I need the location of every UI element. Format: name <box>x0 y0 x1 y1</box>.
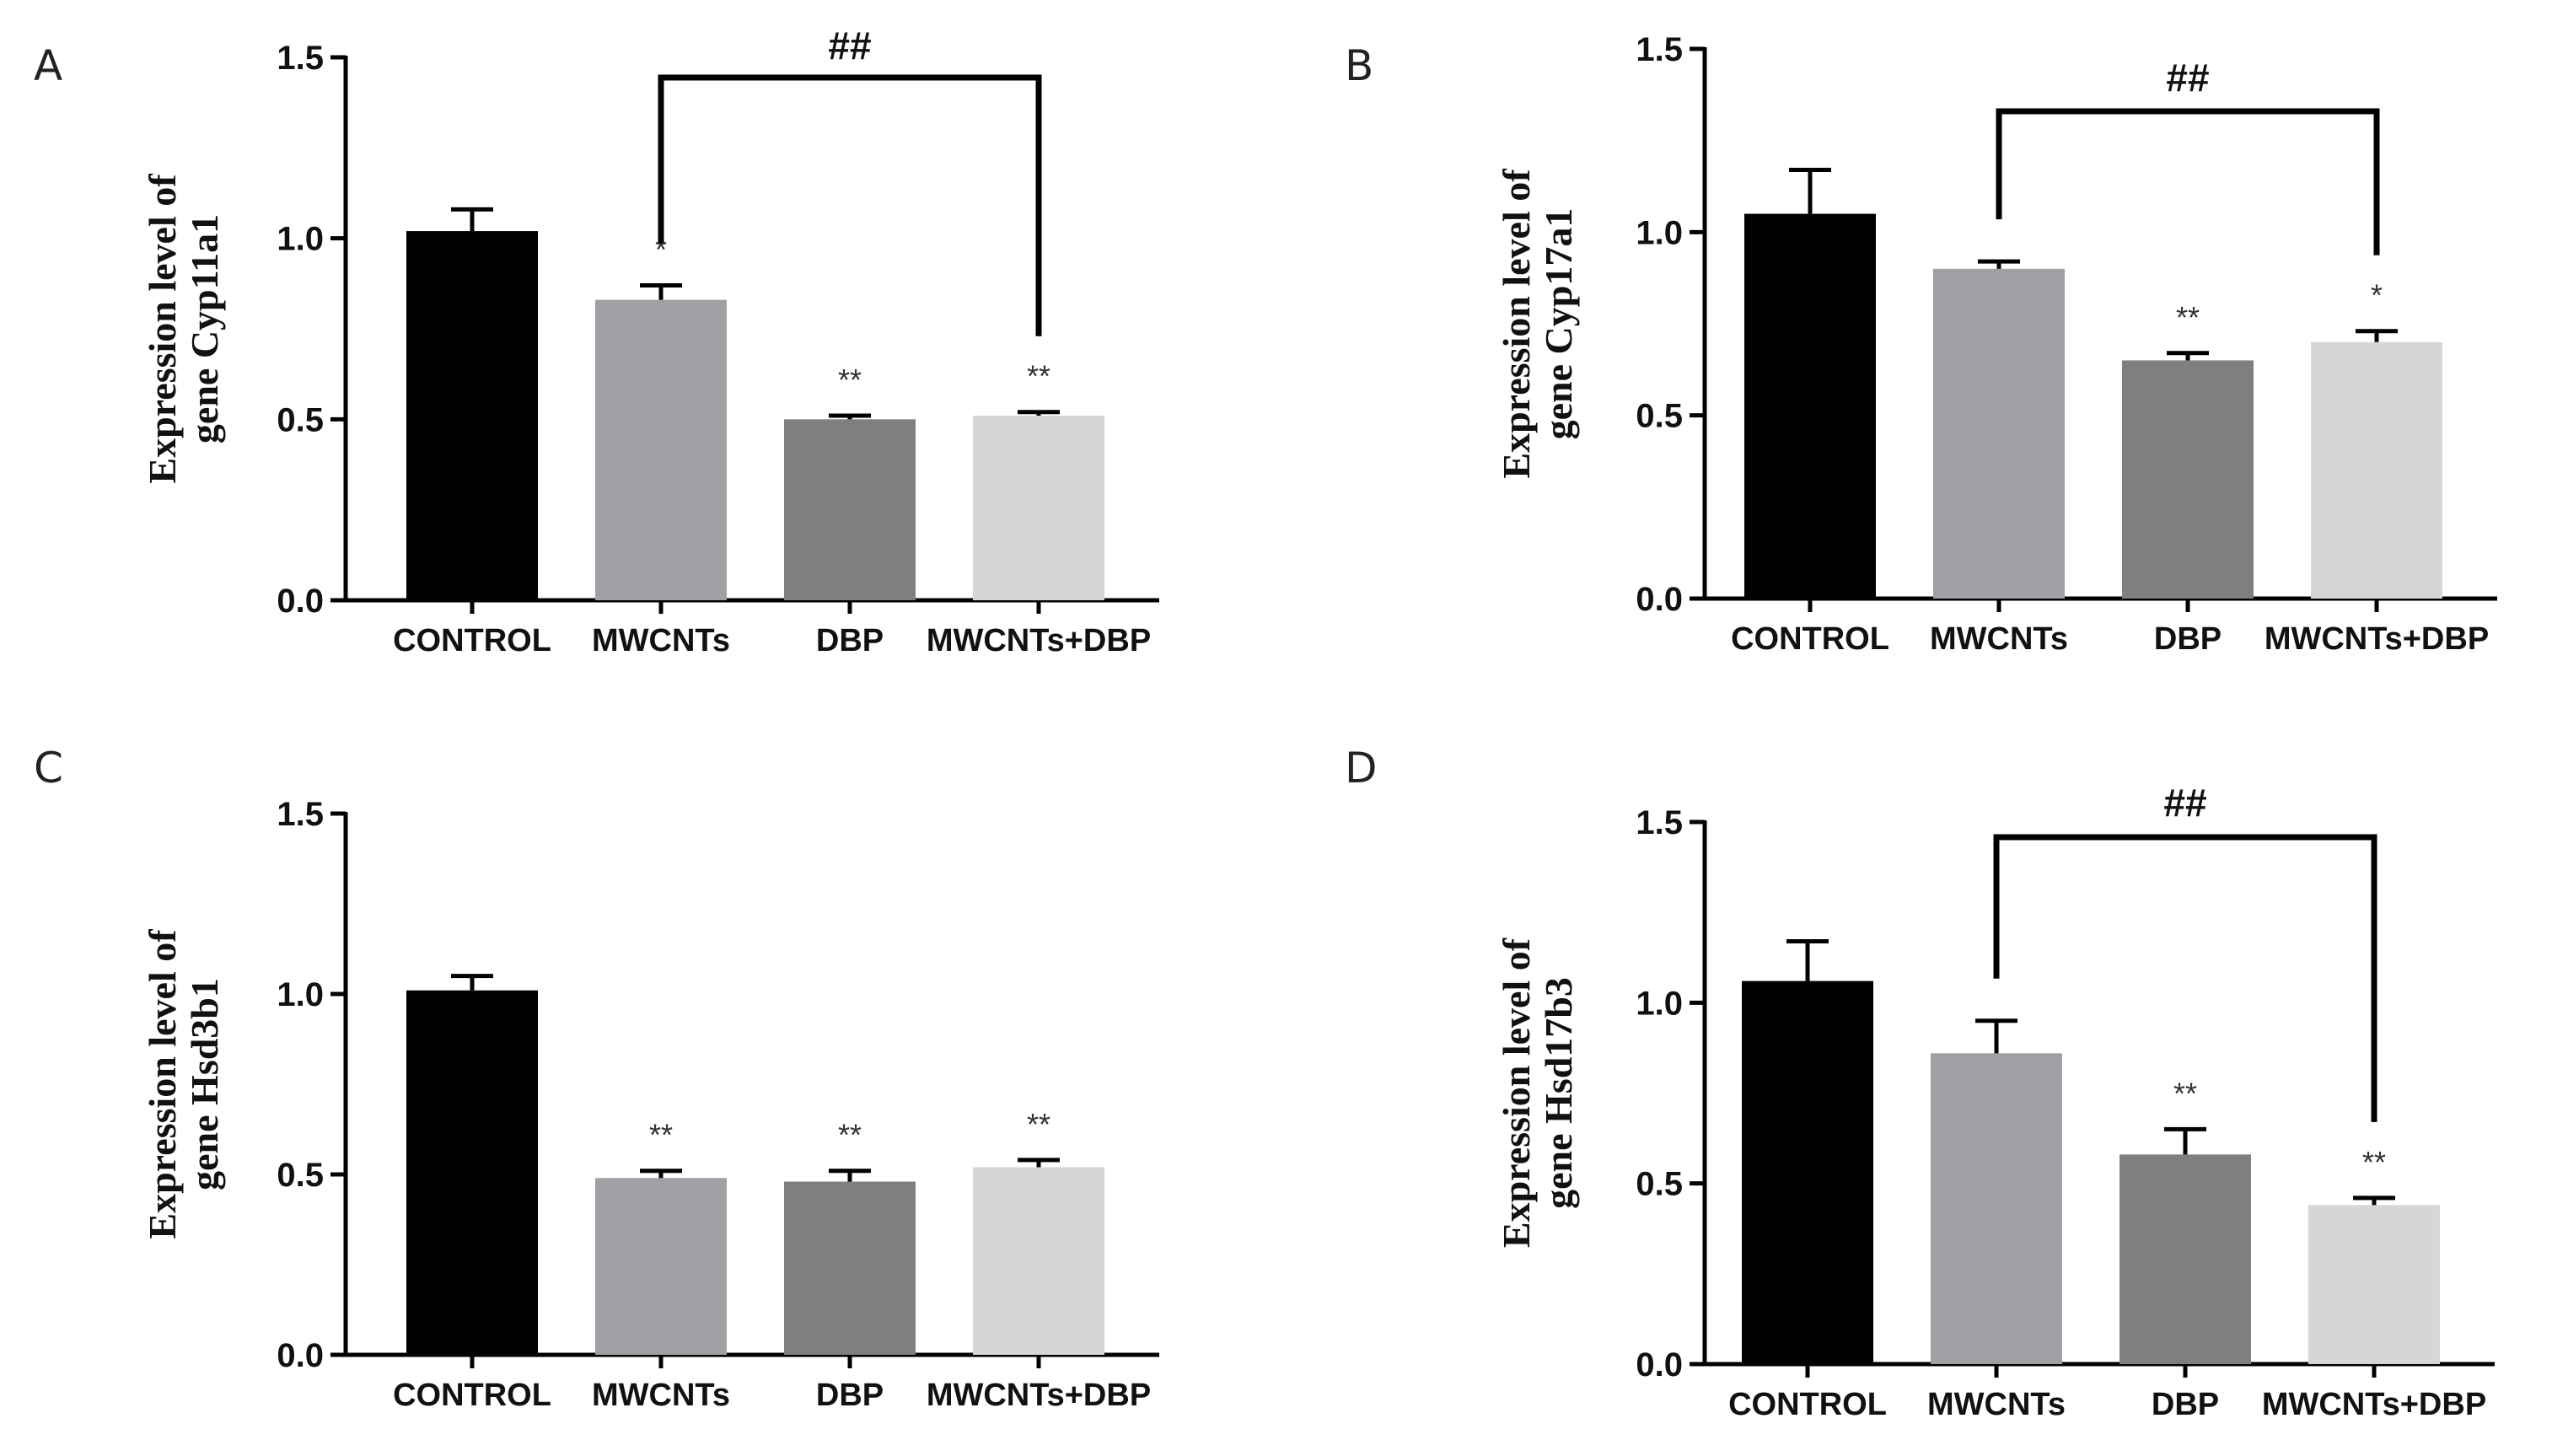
bar-mwcnts-dbp <box>973 416 1104 600</box>
significance-label: * <box>2371 278 2383 313</box>
significance-label: ** <box>649 1118 673 1152</box>
y-axis-label-line: gene Hsd17b3 <box>1537 977 1580 1209</box>
y-tick-label: 0.5 <box>277 401 324 438</box>
significance-label: ** <box>1027 359 1050 394</box>
bracket-label: ## <box>2166 56 2209 99</box>
panel-letter: C <box>34 744 63 792</box>
category-label: MWCNTs <box>592 623 730 658</box>
bar-mwcnts-dbp <box>2308 1205 2440 1364</box>
bar-mwcnts <box>595 1178 727 1355</box>
category-label: CONTROL <box>1731 621 1889 657</box>
bar-control <box>1742 981 1873 1364</box>
y-tick-label: 0.0 <box>1636 581 1683 618</box>
bar-dbp <box>784 1181 916 1355</box>
y-axis-label: Expression level ofgene Hsd17b3 <box>1495 938 1580 1248</box>
bar-control <box>406 231 538 600</box>
category-label: MWCNTs <box>592 1378 730 1413</box>
significance-label: ** <box>2176 300 2200 335</box>
panel-letter: B <box>1345 41 1373 90</box>
y-axis-label-line: gene Hsd3b1 <box>183 978 226 1190</box>
bar-mwcnts-dbp <box>973 1167 1104 1355</box>
y-axis-label-line: gene Cyp17a1 <box>1537 208 1580 440</box>
bar-mwcnts <box>1933 268 2065 599</box>
bracket-label: ## <box>828 24 871 67</box>
significance-label: ** <box>838 1118 862 1152</box>
y-tick-label: 1.5 <box>277 796 324 833</box>
y-axis-label: Expression level ofgene Hsd3b1 <box>141 929 226 1239</box>
y-tick-label: 0.5 <box>1636 398 1683 435</box>
panel-c: C Expression level ofgene Hsd3b1 0.0 0.5 1.0… <box>34 744 1159 1413</box>
panel-letter: D <box>1345 744 1378 792</box>
category-label: MWCNTs+DBP <box>2265 621 2489 657</box>
y-tick-label: 0.5 <box>1636 1166 1683 1203</box>
comparison-bracket <box>658 74 1042 336</box>
category-label: DBP <box>2154 621 2222 657</box>
comparison-bracket <box>1993 834 2377 1122</box>
significance-label: ** <box>2362 1145 2386 1179</box>
y-tick-label: 0.0 <box>1636 1346 1683 1383</box>
significance-label: ** <box>2173 1076 2197 1110</box>
y-tick-label: 1.5 <box>277 40 324 77</box>
y-tick-label: 1.5 <box>1636 804 1683 841</box>
category-label: CONTROL <box>393 623 551 658</box>
y-tick-label: 1.0 <box>277 221 324 258</box>
significance-label: * <box>655 232 667 266</box>
significance-label: ** <box>838 363 862 397</box>
y-tick-label: 0.0 <box>277 1337 324 1374</box>
y-tick-label: 0.5 <box>277 1157 324 1194</box>
panel-a: A Expression level ofgene Cyp11a1 0.0 0.5 1.… <box>34 24 1159 658</box>
panel-letter: A <box>34 41 62 90</box>
category-label: CONTROL <box>393 1378 551 1413</box>
category-label: MWCNTs <box>1927 1387 2066 1422</box>
y-tick-label: 1.0 <box>1636 214 1683 251</box>
y-tick-label: 1.0 <box>277 976 324 1013</box>
bar-dbp <box>2122 360 2254 599</box>
y-axis-label: Expression level ofgene Cyp11a1 <box>141 174 226 484</box>
category-label: DBP <box>816 1378 884 1413</box>
y-axis-label-line: Expression level of <box>141 929 184 1239</box>
bar-mwcnts-dbp <box>2311 341 2442 599</box>
bar-dbp <box>784 419 916 600</box>
panel-d: D Expression level ofgene Hsd17b3 0.0 0.5 1.… <box>1345 744 2495 1422</box>
y-axis-label-line: Expression level of <box>141 174 184 484</box>
category-label: MWCNTs+DBP <box>2262 1387 2486 1422</box>
y-tick-label: 0.0 <box>277 583 324 620</box>
panel-b: B Expression level ofgene Cyp17a1 0.0 0.5 1.… <box>1345 31 2497 657</box>
y-axis-label-line: Expression level of <box>1495 938 1538 1248</box>
category-label: MWCNTs+DBP <box>927 623 1151 658</box>
category-label: DBP <box>816 623 884 658</box>
category-label: DBP <box>2152 1387 2219 1422</box>
bar-mwcnts <box>595 299 727 600</box>
y-axis-label-line: Expression level of <box>1495 169 1538 479</box>
significance-label: ** <box>1027 1107 1050 1142</box>
y-tick-label: 1.0 <box>1636 985 1683 1022</box>
bar-control <box>406 990 538 1355</box>
y-axis-label-line: gene Cyp11a1 <box>183 214 226 443</box>
y-tick-label: 1.5 <box>1636 31 1683 68</box>
bracket-label: ## <box>2163 781 2206 825</box>
category-label: MWCNTs <box>1930 621 2068 657</box>
category-label: MWCNTs+DBP <box>927 1378 1151 1413</box>
comparison-bracket <box>1996 108 2380 255</box>
bar-dbp <box>2120 1154 2251 1364</box>
category-label: CONTROL <box>1728 1387 1887 1422</box>
bar-control <box>1744 213 1876 599</box>
y-axis-label: Expression level ofgene Cyp17a1 <box>1495 169 1580 479</box>
bar-mwcnts <box>1931 1053 2062 1364</box>
